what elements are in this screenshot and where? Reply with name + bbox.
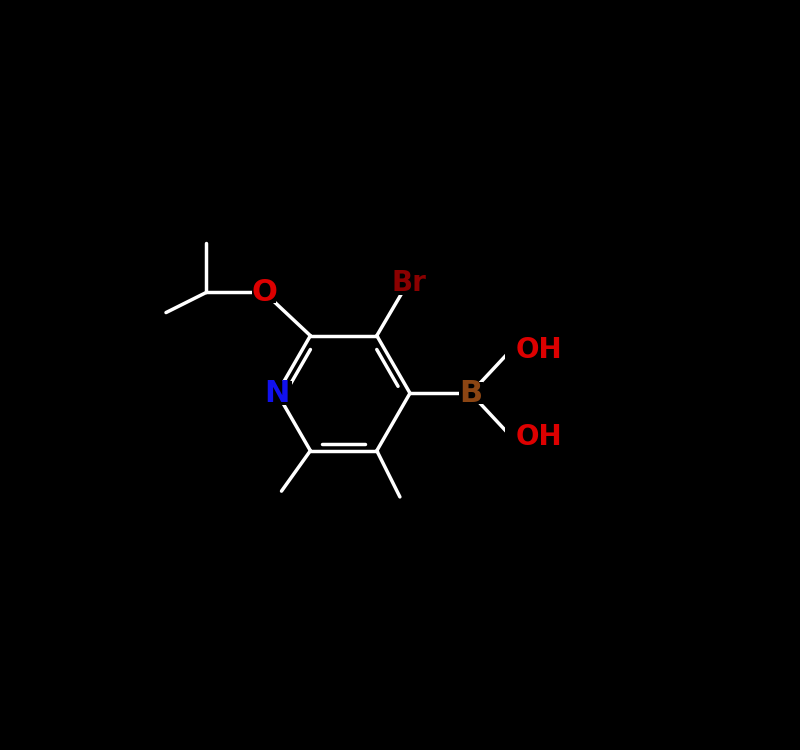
Text: Br: Br — [391, 269, 426, 297]
Bar — [458, 382, 482, 404]
Text: N: N — [265, 379, 290, 408]
Bar — [388, 272, 429, 295]
Text: O: O — [251, 278, 277, 307]
Text: OH: OH — [516, 336, 562, 364]
Bar — [262, 381, 292, 405]
Text: OH: OH — [516, 422, 562, 451]
Bar — [506, 339, 546, 361]
Bar — [506, 425, 546, 448]
Bar — [252, 281, 276, 303]
Text: B: B — [459, 379, 482, 408]
